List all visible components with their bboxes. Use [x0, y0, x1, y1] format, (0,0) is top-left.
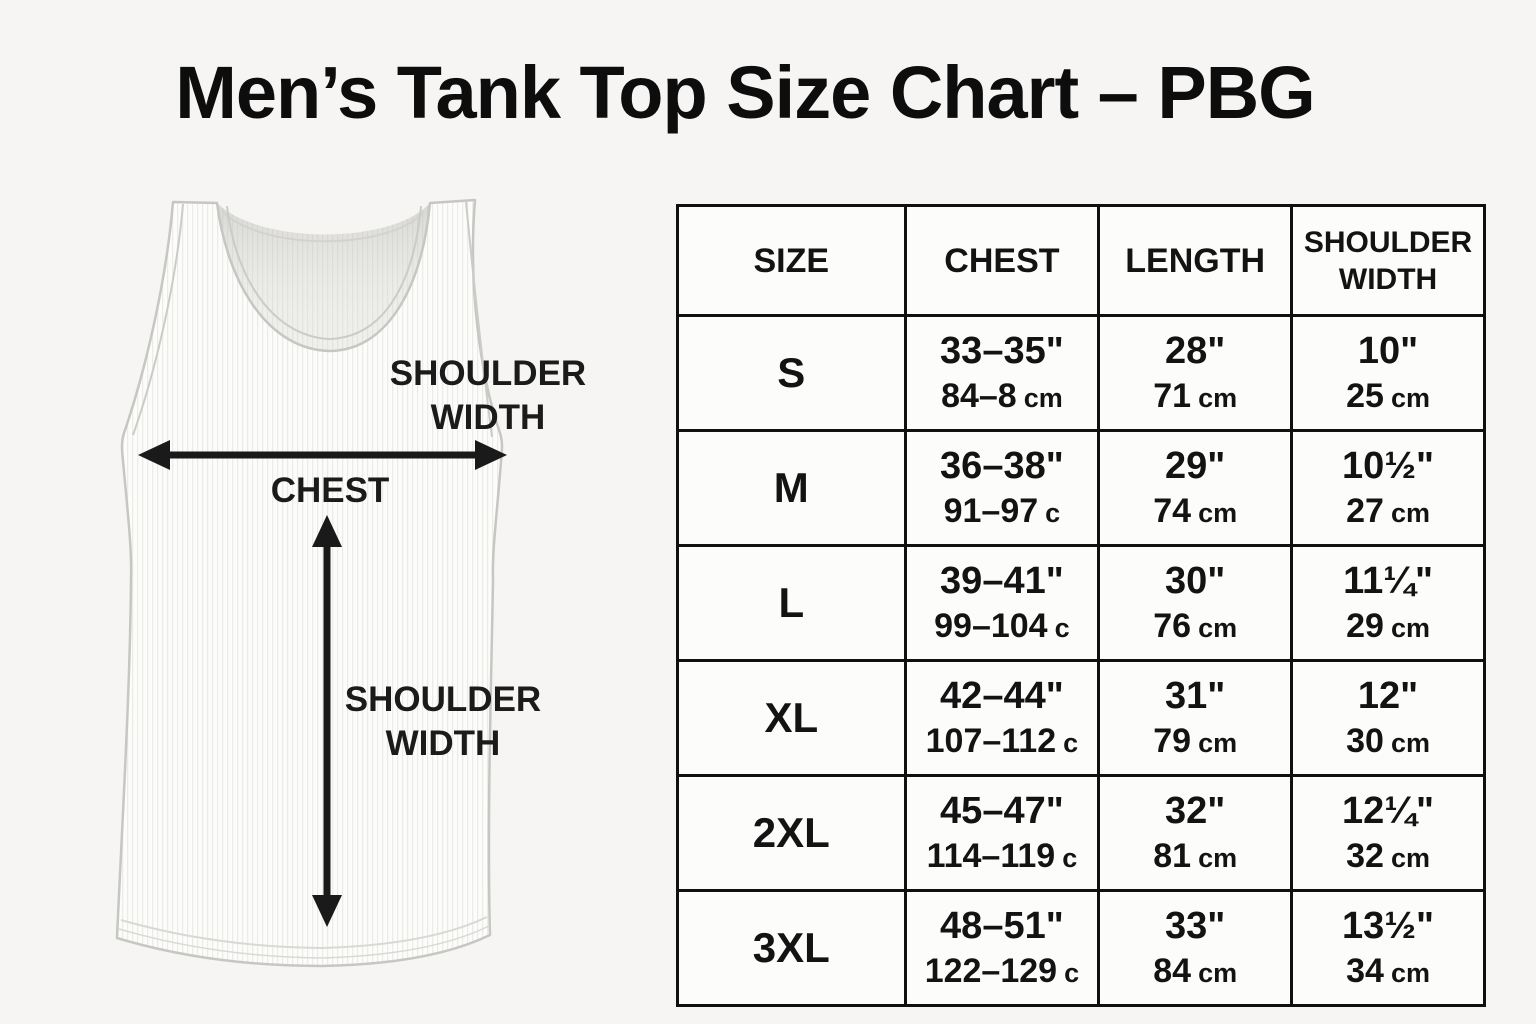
chest-cell: 39–41" 99–104 c [903, 544, 1101, 662]
table-row: L 39–41" 99–104 c 30" 76 cm 11¼" 29 cm [676, 544, 1486, 662]
chest-cell: 36–38" 91–97 c [903, 429, 1101, 547]
size-cell: 2XL [676, 774, 907, 892]
length-cell: 33" 84 cm [1097, 889, 1294, 1007]
chest-cell: 33–35" 84–8 cm [903, 314, 1101, 432]
page-title: Men’s Tank Top Size Chart – PBG [175, 51, 1316, 134]
length-cell: 29" 74 cm [1097, 429, 1294, 547]
length-cell: 32" 81 cm [1097, 774, 1294, 892]
vertical-measure-arrow [312, 515, 342, 927]
tank-top-illustration [115, 198, 507, 968]
table-row: 3XL 48–51" 122–129 c 33" 84 cm 13½" 34 cm [676, 889, 1486, 1007]
shoulder-width-label-side: SHOULDER WIDTH [344, 680, 542, 763]
size-cell: M [676, 429, 907, 547]
chest-cell: 45–47" 114–119 c [903, 774, 1101, 892]
column-header-size: SIZE [676, 204, 907, 317]
shoulder-width-label-top: SHOULDER WIDTH [389, 354, 587, 437]
chest-cell: 48–51" 122–129 c [903, 889, 1101, 1007]
tank-front-body [115, 198, 504, 968]
length-cell: 28" 71 cm [1097, 314, 1294, 432]
shoulder-width-cell: 12¼" 32 cm [1290, 774, 1486, 892]
shoulder-width-cell: 10" 25 cm [1290, 314, 1486, 432]
table-row: S 33–35" 84–8 cm 28" 71 cm 10" 25 cm [676, 314, 1486, 432]
header-row: SIZE CHEST LENGTH SHOULDER WIDTH [676, 204, 1486, 317]
table-row: M 36–38" 91–97 c 29" 74 cm 10½" 27 cm [676, 429, 1486, 547]
length-cell: 30" 76 cm [1097, 544, 1294, 662]
horizontal-measure-arrow [138, 440, 507, 470]
table-row: 2XL 45–47" 114–119 c 32" 81 cm 12¼" 32 cm [676, 774, 1486, 892]
size-cell: 3XL [676, 889, 907, 1007]
chest-cell: 42–44" 107–112 c [903, 659, 1101, 777]
column-header-chest: CHEST [903, 204, 1101, 317]
size-cell: S [676, 314, 907, 432]
column-header-shoulder-width: SHOULDER WIDTH [1290, 204, 1486, 317]
shoulder-width-cell: 11¼" 29 cm [1290, 544, 1486, 662]
shoulder-width-cell: 13½" 34 cm [1290, 889, 1486, 1007]
shoulder-width-cell: 12" 30 cm [1290, 659, 1486, 777]
table-row: XL 42–44" 107–112 c 31" 79 cm 12" 30 cm [676, 659, 1486, 777]
length-cell: 31" 79 cm [1097, 659, 1294, 777]
size-cell: L [676, 544, 907, 662]
size-cell: XL [676, 659, 907, 777]
tank-back-panel [217, 203, 430, 351]
column-header-length: LENGTH [1097, 204, 1294, 317]
size-table: SIZE CHEST LENGTH SHOULDER WIDTH S 33–35… [676, 204, 1486, 1007]
chest-label: CHEST [270, 471, 390, 510]
shoulder-width-cell: 10½" 27 cm [1290, 429, 1486, 547]
